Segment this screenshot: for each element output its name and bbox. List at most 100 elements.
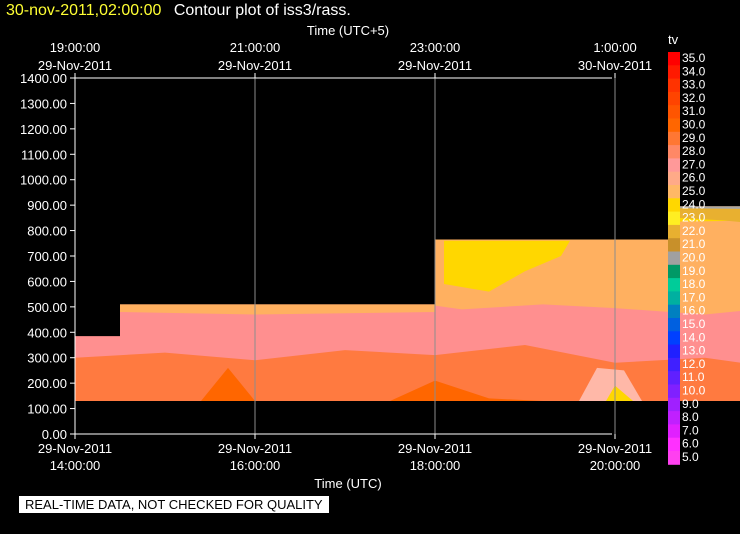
colorbar-swatch-0 — [668, 52, 680, 66]
y-tick-label-12: 1200.00 — [20, 122, 67, 137]
y-tick-label-6: 600.00 — [27, 274, 67, 289]
region-tv-26-mid — [579, 367, 642, 401]
top-tick-date-2: 29-Nov-2011 — [398, 58, 472, 73]
region-tv-26 — [435, 206, 740, 315]
title-text: Contour plot of iss3/rass. — [173, 2, 351, 19]
colorbar-swatch-29 — [668, 437, 680, 452]
colorbar-swatch-13 — [668, 224, 680, 239]
top-tick-date-3: 30-Nov-2011 — [578, 58, 652, 73]
colorbar-swatch-27 — [668, 411, 680, 425]
colorbar-level-30: 5.0 — [682, 450, 699, 464]
region-tv-26-low — [120, 304, 435, 315]
quality-notice: REAL-TIME DATA, NOT CHECKED FOR QUALITY — [19, 496, 329, 513]
colorbar-level-10: 25.0 — [682, 184, 706, 198]
colorbar-label: tv — [668, 32, 679, 47]
colorbar-level-26: 9.0 — [682, 397, 699, 411]
colorbar-swatch-4 — [668, 105, 680, 119]
y-tick-label-9: 900.00 — [27, 198, 67, 213]
colorbar-swatch-22 — [668, 344, 680, 359]
colorbar-level-13: 22.0 — [682, 224, 706, 238]
colorbar-swatch-10 — [668, 185, 680, 199]
colorbar-level-15: 20.0 — [682, 251, 706, 265]
region-tv-30-b — [390, 380, 543, 401]
colorbar-swatch-8 — [668, 158, 680, 173]
colorbar-level-20: 15.0 — [682, 317, 706, 331]
colorbar-level-19: 16.0 — [682, 304, 706, 318]
y-tick-label-13: 1300.00 — [20, 96, 67, 111]
bottom-tick-date-3: 29-Nov-2011 — [578, 441, 652, 456]
colorbar-level-24: 11.0 — [682, 370, 705, 384]
top-tick-date-0: 29-Nov-2011 — [38, 58, 112, 73]
top-tick-time-1: 21:00:00 — [230, 40, 281, 55]
colorbar-swatch-12 — [668, 211, 680, 226]
colorbar-level-3: 32.0 — [682, 91, 706, 105]
colorbar-level-18: 17.0 — [682, 290, 706, 304]
colorbar-swatch-28 — [668, 424, 680, 439]
colorbar-swatch-18 — [668, 291, 680, 306]
colorbar-level-14: 21.0 — [682, 237, 706, 251]
y-tick-label-10: 1000.00 — [20, 173, 67, 188]
colorbar-swatch-3 — [668, 91, 680, 106]
colorbar-level-23: 12.0 — [682, 357, 706, 371]
colorbar-swatch-16 — [668, 264, 680, 279]
bottom-tick-time-3: 20:00:00 — [590, 458, 641, 473]
y-tick-label-3: 300.00 — [27, 351, 67, 366]
colorbar-swatch-1 — [668, 65, 680, 80]
colorbar-level-7: 28.0 — [682, 144, 706, 158]
colorbar-level-22: 13.0 — [682, 344, 706, 358]
colorbar-swatch-24 — [668, 371, 680, 385]
colorbar-swatch-11 — [668, 198, 680, 213]
colorbar-level-1: 34.0 — [682, 64, 706, 78]
colorbar-swatch-6 — [668, 131, 680, 146]
colorbar-level-4: 31.0 — [682, 104, 706, 118]
region-tv-24-a — [444, 240, 570, 292]
colorbar-swatch-17 — [668, 278, 680, 292]
x-top-axis-label: Time (UTC+5) — [307, 23, 389, 38]
colorbar-swatch-19 — [668, 304, 680, 319]
colorbar-level-29: 6.0 — [682, 437, 699, 451]
colorbar-swatch-9 — [668, 171, 680, 186]
bottom-tick-time-1: 16:00:00 — [230, 458, 281, 473]
colorbar-level-8: 27.0 — [682, 157, 706, 171]
bottom-tick-time-0: 14:00:00 — [50, 458, 101, 473]
y-tick-label-14: 1400.00 — [20, 71, 67, 86]
title-date: 30-nov-2011,02:00:00 — [6, 2, 162, 19]
bottom-tick-time-2: 18:00:00 — [410, 458, 461, 473]
colorbar-swatch-5 — [668, 118, 680, 133]
y-tick-label-1: 100.00 — [27, 402, 67, 417]
top-tick-time-2: 23:00:00 — [410, 40, 461, 55]
chart-title: 30-nov-2011,02:00:00 Contour plot of iss… — [6, 2, 351, 20]
region-tv-22 — [678, 206, 740, 223]
colorbar-level-9: 26.0 — [682, 171, 706, 185]
colorbar-swatch-21 — [668, 331, 680, 346]
colorbar-swatch-2 — [668, 78, 680, 93]
colorbar-level-17: 18.0 — [682, 277, 706, 291]
y-tick-label-4: 400.00 — [27, 325, 67, 340]
bottom-tick-date-2: 29-Nov-2011 — [398, 441, 472, 456]
colorbar-level-16: 19.0 — [682, 264, 706, 278]
y-tick-label-0: 0.00 — [42, 427, 67, 442]
region-tv-30-a — [201, 367, 255, 401]
x-bottom-axis-label: Time (UTC) — [314, 476, 381, 491]
colorbar-swatch-15 — [668, 251, 680, 266]
colorbar-level-21: 14.0 — [682, 330, 706, 344]
colorbar-level-6: 29.0 — [682, 131, 706, 145]
top-tick-time-3: 1:00:00 — [593, 40, 636, 55]
top-tick-time-0: 19:00:00 — [50, 40, 101, 55]
colorbar-level-11: 24.0 — [682, 197, 706, 211]
y-tick-label-11: 1100.00 — [21, 147, 67, 162]
region-tv-20 — [678, 206, 740, 209]
colorbar-swatch-30 — [668, 451, 680, 465]
top-tick-date-1: 29-Nov-2011 — [218, 58, 292, 73]
colorbar-level-5: 30.0 — [682, 118, 706, 132]
colorbar-swatch-14 — [668, 238, 680, 252]
colorbar-level-25: 10.0 — [682, 384, 706, 398]
colorbar-level-12: 23.0 — [682, 211, 706, 225]
colorbar-swatch-23 — [668, 357, 680, 372]
colorbar-level-27: 8.0 — [682, 410, 699, 424]
y-tick-label-5: 500.00 — [27, 300, 67, 315]
y-tick-label-8: 800.00 — [27, 224, 67, 239]
colorbar-swatch-20 — [668, 318, 680, 332]
y-tick-label-7: 700.00 — [27, 249, 67, 264]
